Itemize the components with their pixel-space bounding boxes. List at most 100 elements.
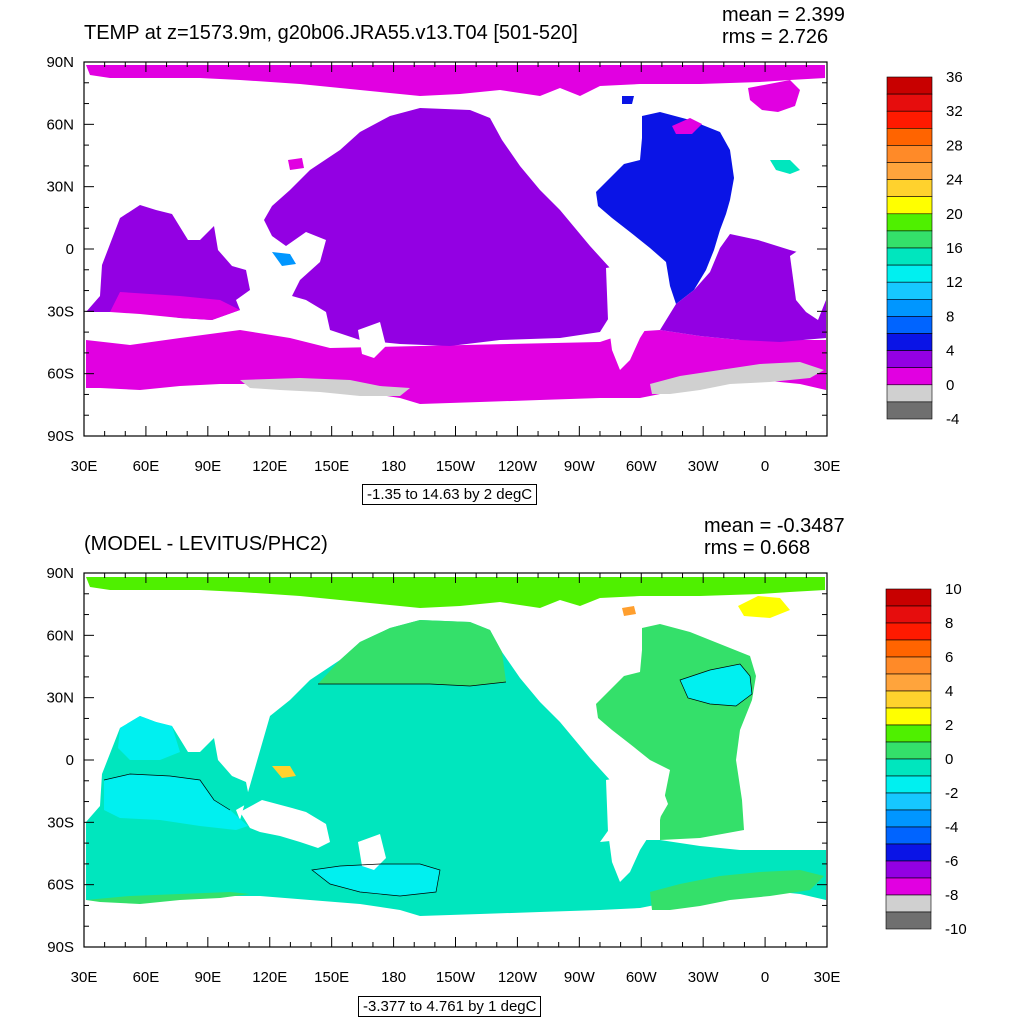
colorbar-label: -4 (945, 819, 958, 836)
x-tick-label: 150E (314, 458, 349, 475)
x-tick-label: 150E (314, 969, 349, 986)
p2-land-south-america (606, 774, 668, 882)
p2-north-pacific-green (318, 620, 506, 686)
colorbar-label: -2 (945, 785, 958, 802)
colorbar-swatch (885, 622, 932, 641)
colorbar-swatch (886, 76, 933, 95)
p1-atlantic-north (596, 112, 734, 304)
colorbar-label: 32 (946, 103, 963, 120)
x-tick-label: 60W (626, 969, 658, 986)
colorbar-label: -4 (946, 411, 959, 428)
colorbar-swatch (886, 213, 933, 232)
panel2-title: (MODEL - LEVITUS/PHC2) (84, 533, 328, 555)
p1-antarctic-gray-1 (240, 378, 410, 396)
p2-hudson-orange (622, 606, 636, 616)
y-tick-label: 60S (47, 366, 74, 383)
p2-indonesia-gold (272, 766, 296, 778)
x-tick-label: 90E (194, 458, 221, 475)
colorbar-swatch (885, 877, 932, 896)
colorbar-swatch (885, 605, 932, 624)
colorbar-label: 0 (946, 377, 954, 394)
colorbar-swatch (886, 281, 933, 300)
x-tick-label: 150W (436, 969, 476, 986)
colorbar-swatch (886, 110, 933, 129)
y-tick-label: 30N (46, 690, 74, 707)
x-tick-label: 30W (688, 969, 720, 986)
colorbar-swatch (885, 775, 932, 794)
colorbar-swatch (885, 673, 932, 692)
colorbar-swatch (885, 758, 932, 777)
x-tick-label: 120E (252, 969, 287, 986)
panel2-map: 90N 60N 30N 0 30S 60S 90S 30E 60E 90E 120E 150E 180 1… (46, 565, 840, 986)
x-tick-label: 30E (814, 969, 841, 986)
y-tick-label: 0 (66, 241, 74, 258)
x-tick-label: 120E (252, 458, 287, 475)
colorbar-swatch (886, 367, 933, 386)
p2-contour-line (679, 663, 753, 707)
p1-pacific-ocean (264, 108, 618, 346)
x-tick-label: 90E (194, 969, 221, 986)
p2-arctic-ocean (86, 577, 825, 608)
y-tick-label: 60N (46, 116, 74, 133)
panel2-mean: mean = -0.3487 (704, 515, 845, 537)
p2-land-nz (358, 834, 386, 870)
colorbar-swatch (886, 298, 933, 317)
p1-hudson (622, 96, 634, 104)
panel2-colorbar: 10 8 6 4 2 0 -2 -4 -6 -8 -10 (885, 581, 967, 938)
x-tick-label: 0 (761, 458, 769, 475)
colorbar-swatch (886, 230, 933, 249)
p1-land-south-america (606, 262, 668, 370)
colorbar-label: 28 (946, 137, 963, 154)
p2-southern-cyan (312, 864, 440, 896)
p2-greenland-yellow (738, 596, 790, 618)
panel2-ticks: 90N 60N 30N 0 30S 60S 90S 30E 60E 90E 120E 150E 180 1… (46, 565, 840, 986)
colorbar-swatch (885, 724, 932, 743)
colorbar-swatch (886, 384, 933, 403)
panel2-rms: rms = 0.668 (704, 537, 811, 559)
x-tick-label: 30E (71, 458, 98, 475)
colorbar-swatch (885, 826, 932, 845)
p1-land-africa (790, 232, 826, 320)
colorbar-label: -6 (945, 853, 958, 870)
y-tick-label: 90S (47, 428, 74, 445)
colorbar-label: 8 (945, 615, 953, 632)
colorbar-swatch (886, 264, 933, 283)
x-tick-label: 60E (133, 969, 160, 986)
y-tick-label: 30S (47, 303, 74, 320)
colorbar-swatch (885, 911, 932, 930)
y-tick-label: 30N (46, 179, 74, 196)
colorbar-label: 6 (945, 649, 953, 666)
colorbar-label: 36 (946, 69, 963, 86)
colorbar-label: 2 (945, 717, 953, 734)
p2-contour-line (311, 863, 441, 897)
colorbar-swatch (885, 894, 932, 913)
colorbar-swatch (886, 196, 933, 215)
p1-indian-ocean (86, 205, 250, 320)
p2-land-australia (240, 800, 330, 848)
colorbar-label: 4 (945, 683, 953, 700)
x-tick-label: 150W (436, 458, 476, 475)
colorbar-swatch (885, 707, 932, 726)
p1-antarctic-gray-2 (650, 362, 824, 394)
p2-ne-atlantic-cyan (680, 664, 752, 706)
x-tick-label: 180 (381, 458, 406, 475)
y-tick-label: 90N (46, 565, 74, 582)
panel1-map: 90N 60N 30N 0 30S 60S 90S 30E 60E 90E 120E 150E 180 1… (46, 54, 840, 475)
p1-south-atlantic (660, 234, 826, 342)
colorbar-label: 0 (945, 751, 953, 768)
colorbar-swatch (886, 316, 933, 334)
p1-japan-sea (288, 158, 304, 170)
colorbar-label: 16 (946, 240, 963, 257)
colorbar-swatch (886, 179, 933, 198)
colorbar-swatch (885, 792, 932, 811)
x-tick-label: 120W (498, 458, 538, 475)
p2-antarctic-green (650, 870, 824, 910)
colorbar-swatch (886, 145, 933, 163)
y-tick-label: 0 (66, 752, 74, 769)
colorbar-label: 4 (946, 343, 954, 360)
x-tick-label: 180 (381, 969, 406, 986)
colorbar-swatch (885, 690, 932, 709)
colorbar-swatch (885, 741, 932, 760)
panel1-ticks: 90N 60N 30N 0 30S 60S 90S 30E 60E 90E 120E 150E 180 1… (46, 54, 840, 475)
